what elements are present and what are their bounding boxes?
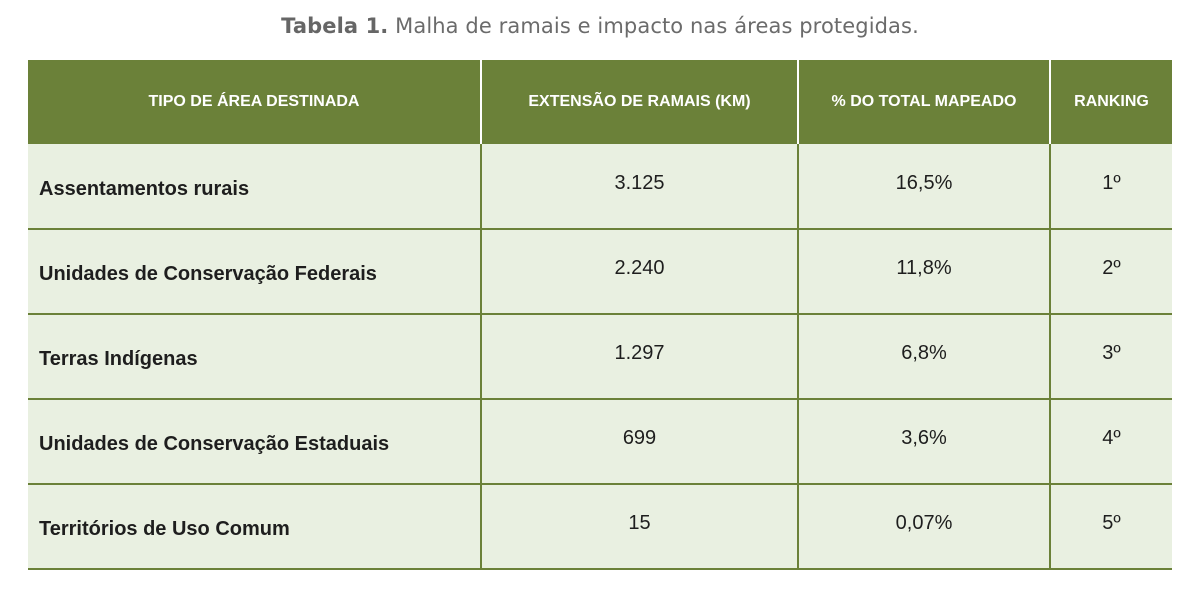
percent-cell: 11,8%	[798, 229, 1051, 315]
extension-cell: 699	[481, 399, 799, 485]
percent-cell: 16,5%	[798, 144, 1051, 230]
ranking-cell: 5º	[1050, 484, 1172, 570]
ranking-cell: 2º	[1050, 229, 1172, 315]
extension-cell: 1.297	[481, 314, 799, 400]
area-type-cell: Assentamentos rurais	[28, 144, 482, 230]
header-extension: EXTENSÃO DE RAMAIS (KM)	[481, 60, 799, 144]
table-row: Unidades de Conservação Estaduais 699 3,…	[28, 399, 1172, 485]
table-row: Terras Indígenas 1.297 6,8% 3º	[28, 314, 1172, 400]
extension-cell: 3.125	[481, 144, 799, 230]
header-ranking: RANKING	[1050, 60, 1172, 144]
ranking-cell: 3º	[1050, 314, 1172, 400]
area-type-cell: Terras Indígenas	[28, 314, 482, 400]
table-caption: Tabela 1. Malha de ramais e impacto nas …	[0, 14, 1200, 38]
data-table: TIPO DE ÁREA DESTINADA EXTENSÃO DE RAMAI…	[28, 60, 1172, 570]
table-row: Assentamentos rurais 3.125 16,5% 1º	[28, 144, 1172, 230]
area-type-cell: Territórios de Uso Comum	[28, 484, 482, 570]
area-type-cell: Unidades de Conservação Estaduais	[28, 399, 482, 485]
percent-cell: 0,07%	[798, 484, 1051, 570]
caption-text: Malha de ramais e impacto nas áreas prot…	[388, 14, 919, 38]
area-type-cell: Unidades de Conservação Federais	[28, 229, 482, 315]
table-row: Unidades de Conservação Federais 2.240 1…	[28, 229, 1172, 315]
percent-cell: 6,8%	[798, 314, 1051, 400]
caption-label: Tabela 1.	[281, 14, 389, 38]
header-area-type: TIPO DE ÁREA DESTINADA	[28, 60, 482, 144]
header-row: TIPO DE ÁREA DESTINADA EXTENSÃO DE RAMAI…	[28, 60, 1172, 144]
percent-cell: 3,6%	[798, 399, 1051, 485]
extension-cell: 2.240	[481, 229, 799, 315]
extension-cell: 15	[481, 484, 799, 570]
table-header: TIPO DE ÁREA DESTINADA EXTENSÃO DE RAMAI…	[28, 60, 1172, 144]
ranking-cell: 4º	[1050, 399, 1172, 485]
header-percent: % DO TOTAL MAPEADO	[798, 60, 1051, 144]
table-row: Territórios de Uso Comum 15 0,07% 5º	[28, 484, 1172, 570]
ranking-cell: 1º	[1050, 144, 1172, 230]
table-body: Assentamentos rurais 3.125 16,5% 1º Unid…	[28, 144, 1172, 570]
